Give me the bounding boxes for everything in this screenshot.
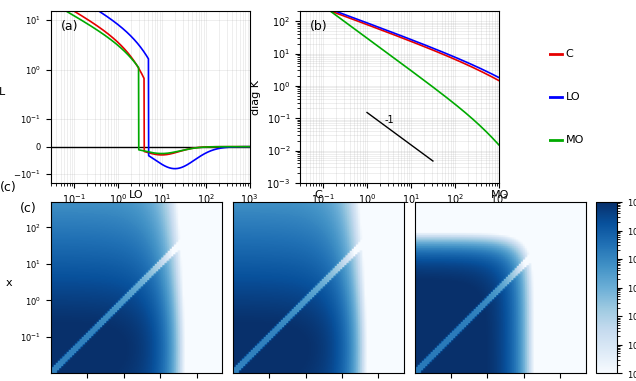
Text: -1: -1 (385, 115, 394, 125)
Text: C: C (565, 49, 573, 59)
Text: (b): (b) (310, 20, 328, 33)
Y-axis label: L: L (0, 87, 5, 97)
Title: MO: MO (491, 190, 509, 200)
Text: (c): (c) (0, 181, 17, 194)
Text: LO: LO (565, 92, 580, 102)
Title: LO: LO (129, 190, 144, 200)
Y-axis label: diag K: diag K (251, 80, 261, 115)
Text: (c): (c) (20, 202, 37, 215)
Text: MO: MO (565, 135, 584, 145)
X-axis label: t: t (148, 212, 153, 222)
X-axis label: t: t (398, 212, 402, 222)
Text: (a): (a) (61, 20, 78, 33)
Y-axis label: x: x (6, 278, 13, 288)
Title: C: C (314, 190, 322, 200)
